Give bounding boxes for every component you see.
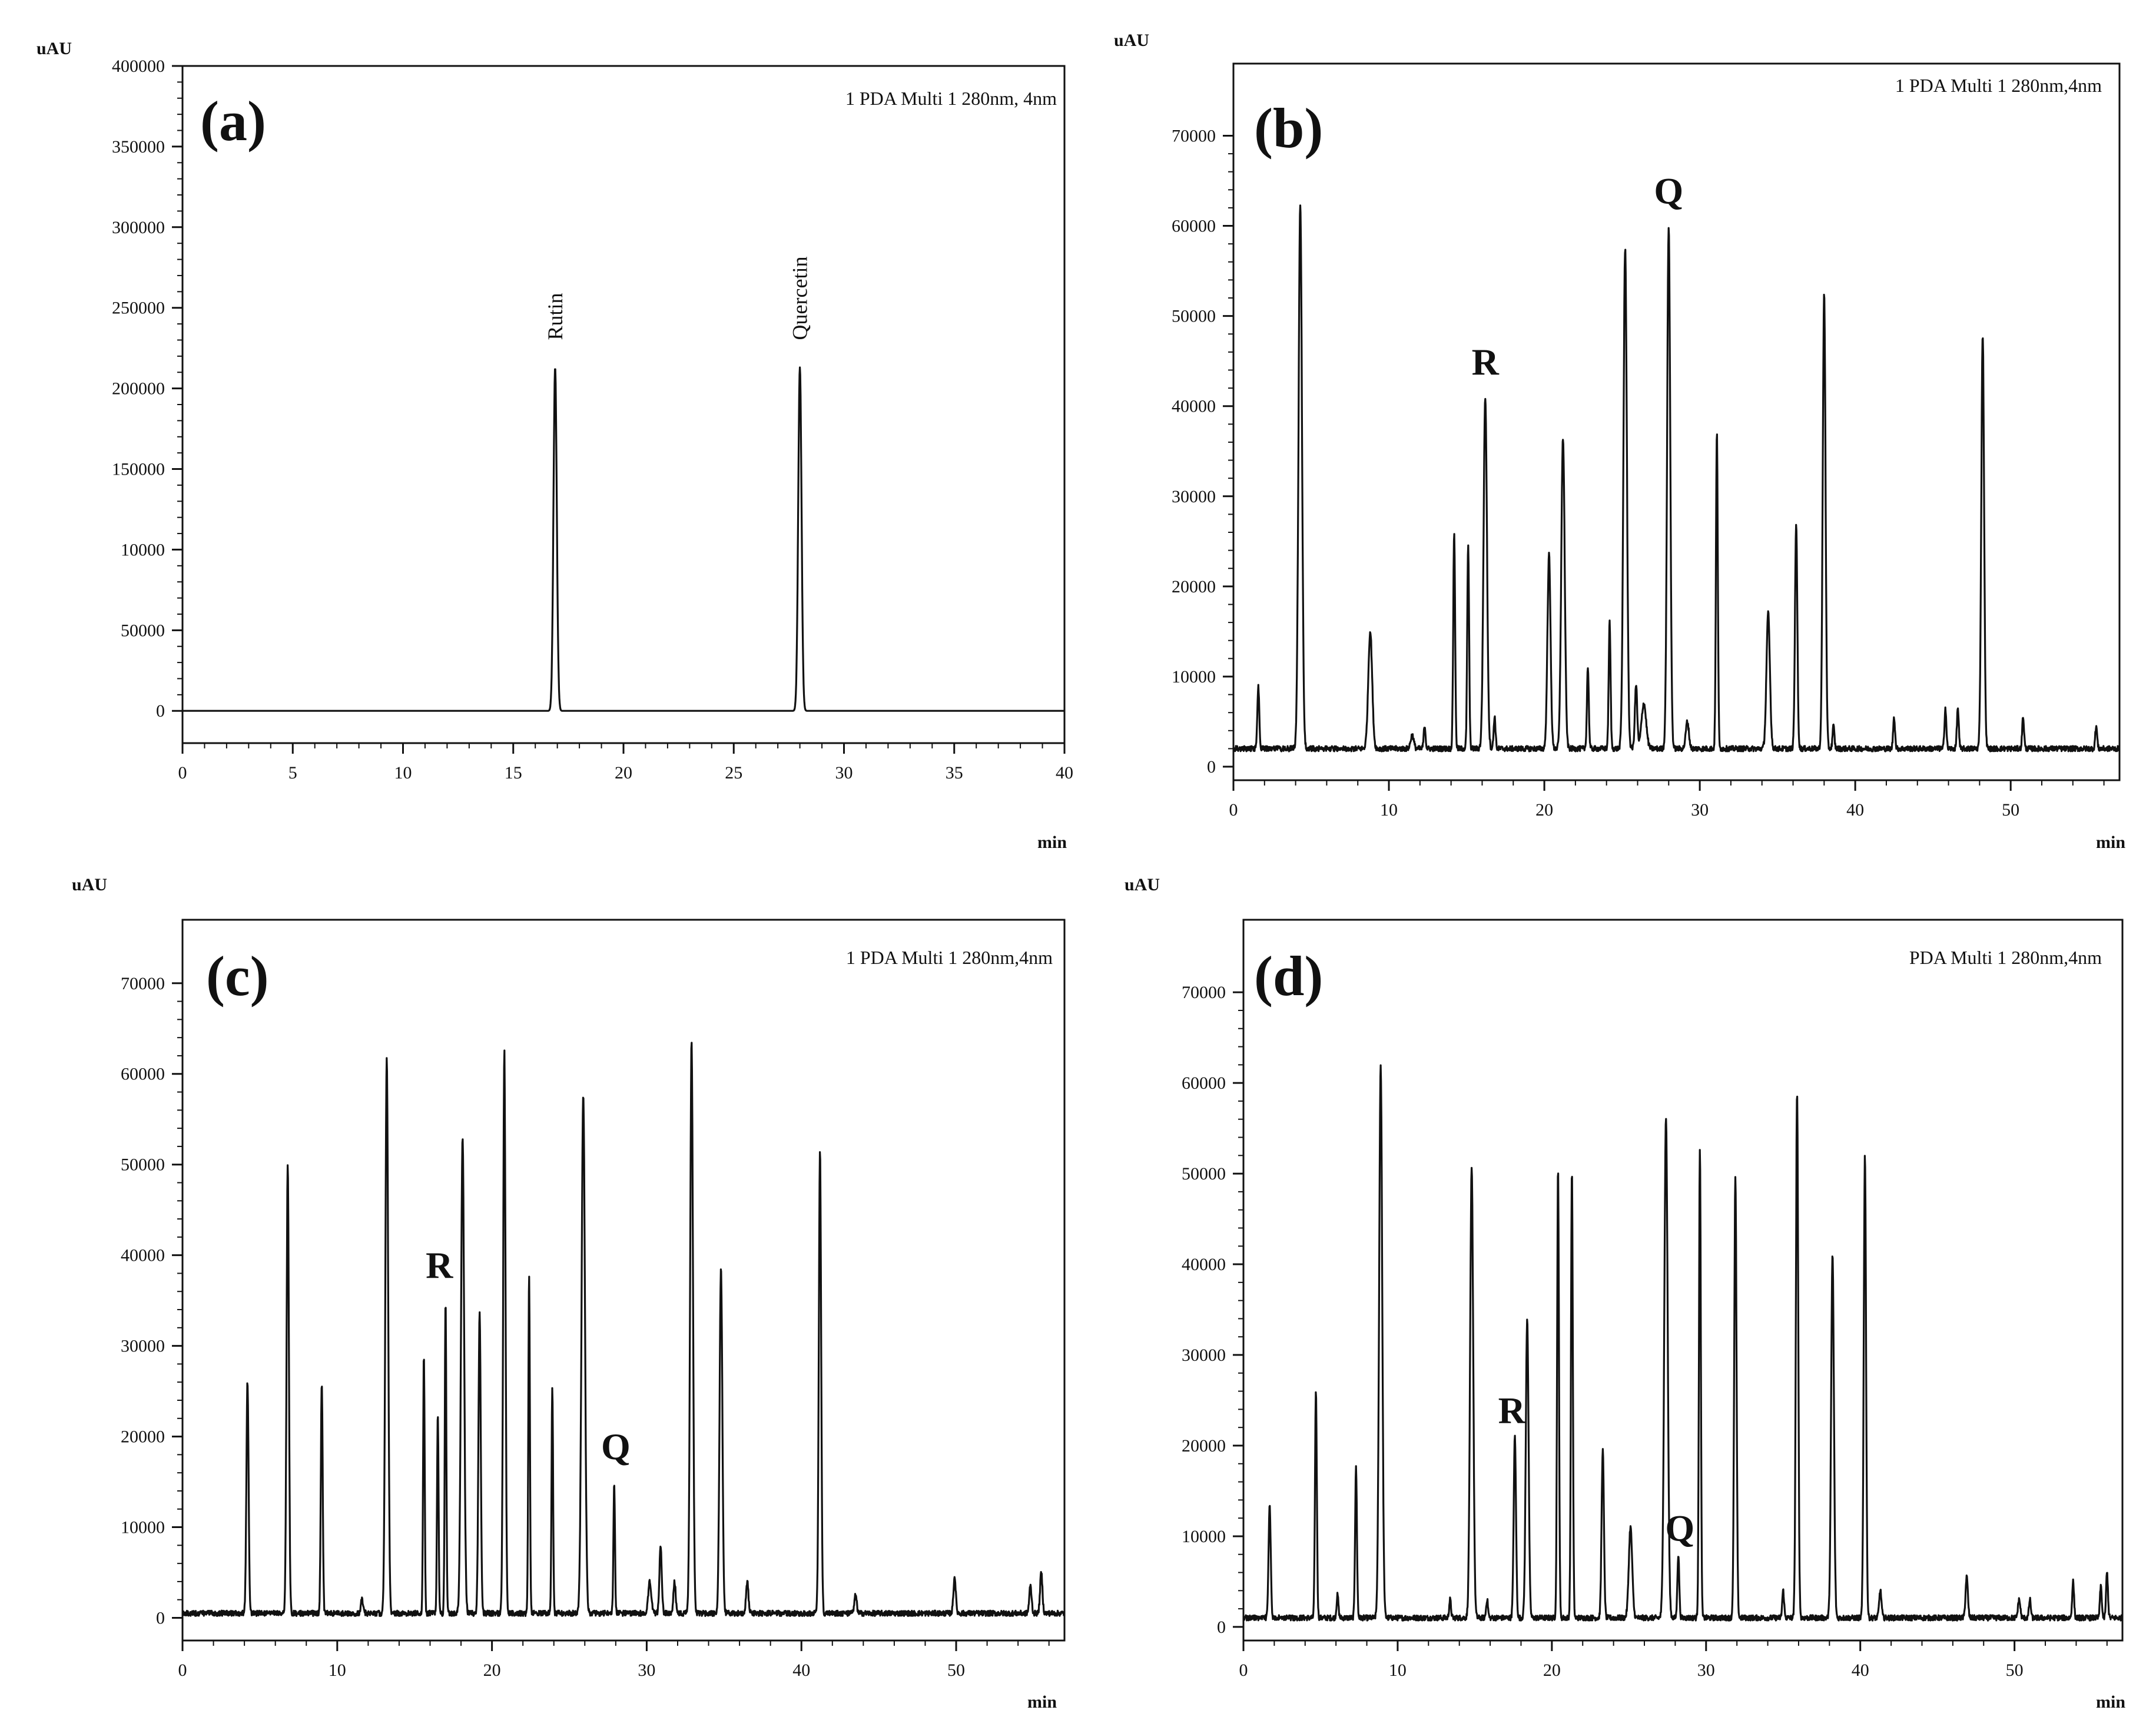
y-tick-label: 50000 xyxy=(1182,1164,1226,1184)
plot-frame xyxy=(1242,919,2124,1642)
y-tick-label: 30000 xyxy=(121,1337,165,1356)
x-unit-label: min xyxy=(2096,1692,2125,1712)
panel-letter: (d) xyxy=(1254,944,1323,1008)
chromatogram-trace xyxy=(182,1042,1066,1617)
y-tick-label: 30000 xyxy=(1182,1345,1226,1365)
chromatogram-trace xyxy=(1232,204,2121,753)
y-tick-label: 30000 xyxy=(1172,487,1216,506)
x-tick-label: 40 xyxy=(1846,800,1864,820)
x-tick-label: 50 xyxy=(947,1661,965,1680)
panel-b: uAU min (b) 1 PDA Multi 1 280nm,4nm 0100… xyxy=(1114,31,2125,852)
peak-label: R xyxy=(1472,341,1500,383)
panel-letter: (b) xyxy=(1254,97,1323,160)
y-unit-label: uAU xyxy=(37,39,72,58)
x-tick-label: 20 xyxy=(483,1661,501,1680)
peak-label: Rutin xyxy=(543,293,567,340)
x-tick-label: 30 xyxy=(638,1661,655,1680)
y-tick-label: 300000 xyxy=(112,218,165,237)
x-tick-label: 0 xyxy=(178,763,187,783)
y-tick-label: 40000 xyxy=(121,1246,165,1265)
x-tick-label: 50 xyxy=(2006,1661,2024,1680)
y-tick-label: 10000 xyxy=(121,540,165,559)
x-tick-label: 40 xyxy=(1056,763,1073,783)
chromatogram-trace xyxy=(182,366,1065,712)
peak-label: R xyxy=(1498,1389,1526,1431)
y-tick-label: 10000 xyxy=(1172,667,1216,687)
x-tick-label: 10 xyxy=(329,1661,346,1680)
y-tick-label: 10000 xyxy=(121,1518,165,1537)
chromatogram-trace xyxy=(1242,1064,2124,1622)
peak-label: Quercetin xyxy=(788,257,812,340)
x-tick-label: 20 xyxy=(1535,800,1553,820)
x-tick-label: 5 xyxy=(288,763,297,783)
y-tick-label: 40000 xyxy=(1182,1255,1226,1274)
plot-frame xyxy=(181,919,1066,1642)
y-tick-label: 60000 xyxy=(121,1065,165,1084)
y-tick-label: 0 xyxy=(1217,1618,1226,1637)
panel-d: uAU min (d) PDA Multi 1 280nm,4nm 0 10000… xyxy=(1125,875,2125,1712)
x-tick-label: 20 xyxy=(615,763,632,783)
y-tick-label: 200000 xyxy=(112,379,165,399)
x-tick-label: 35 xyxy=(946,763,963,783)
x-tick-label: 0 xyxy=(1239,1661,1248,1680)
y-tick-label: 350000 xyxy=(112,137,165,157)
x-tick-label: 40 xyxy=(1852,1661,1869,1680)
x-unit-label: min xyxy=(2096,833,2125,852)
detector-label: 1 PDA Multi 1 280nm,4nm xyxy=(1895,75,2102,96)
y-unit-label: uAU xyxy=(1125,875,1160,894)
x-tick-label: 15 xyxy=(505,763,522,783)
y-tick-label: 70000 xyxy=(1182,983,1226,1002)
y-tick-label: 0 xyxy=(156,1609,165,1628)
y-tick-label: 40000 xyxy=(1172,397,1216,416)
y-tick-label: 20000 xyxy=(1172,577,1216,596)
x-tick-label: 0 xyxy=(1229,800,1238,820)
detector-label: 1 PDA Multi 1 280nm,4nm xyxy=(846,947,1053,968)
y-tick-label: 70000 xyxy=(121,974,165,993)
panel-letter: (c) xyxy=(206,944,269,1008)
x-tick-label: 10 xyxy=(1389,1661,1407,1680)
y-tick-label: 0 xyxy=(1207,757,1216,777)
x-tick-label: 30 xyxy=(1697,1661,1715,1680)
y-tick-label: 50000 xyxy=(121,621,165,640)
x-tick-label: 30 xyxy=(835,763,853,783)
panel-a: uAU min (a) 1 PDA Multi 1 280nm, 4nm 050… xyxy=(37,39,1073,852)
plot-frame xyxy=(1232,62,2121,781)
peak-label: R xyxy=(426,1244,453,1286)
y-tick-label: 60000 xyxy=(1172,217,1216,236)
y-tick-label: 70000 xyxy=(1172,126,1216,145)
x-tick-label: 25 xyxy=(725,763,742,783)
detector-label: PDA Multi 1 280nm,4nm xyxy=(1909,947,2102,968)
x-unit-label: min xyxy=(1027,1692,1057,1712)
y-tick-label: 150000 xyxy=(112,460,165,479)
y-unit-label: uAU xyxy=(72,875,107,894)
y-unit-label: uAU xyxy=(1114,31,1149,50)
x-tick-label: 10 xyxy=(1380,800,1398,820)
panel-c: uAU min (c) 1 PDA Multi 1 280nm,4nm 0100… xyxy=(72,875,1066,1712)
peak-label: Q xyxy=(1654,170,1683,211)
detector-label: 1 PDA Multi 1 280nm, 4nm xyxy=(845,88,1057,109)
x-tick-label: 10 xyxy=(394,763,412,783)
y-tick-label: 50000 xyxy=(1172,307,1216,326)
y-tick-label: 50000 xyxy=(121,1155,165,1175)
y-tick-label: 10000 xyxy=(1182,1527,1226,1546)
y-tick-label: 20000 xyxy=(121,1427,165,1447)
x-tick-label: 20 xyxy=(1543,1661,1561,1680)
peak-label: Q xyxy=(1665,1507,1694,1549)
x-unit-label: min xyxy=(1037,833,1067,852)
y-tick-label: 250000 xyxy=(112,299,165,318)
panel-letter: (a) xyxy=(200,90,266,153)
x-tick-label: 40 xyxy=(792,1661,810,1680)
y-tick-label: 400000 xyxy=(112,57,165,76)
y-tick-label: 0 xyxy=(156,701,165,721)
x-tick-label: 0 xyxy=(178,1661,187,1680)
y-tick-label: 20000 xyxy=(1182,1436,1226,1456)
y-tick-label: 60000 xyxy=(1182,1073,1226,1093)
x-tick-label: 50 xyxy=(2002,800,2019,820)
x-tick-label: 30 xyxy=(1691,800,1709,820)
peak-label: Q xyxy=(601,1426,631,1467)
